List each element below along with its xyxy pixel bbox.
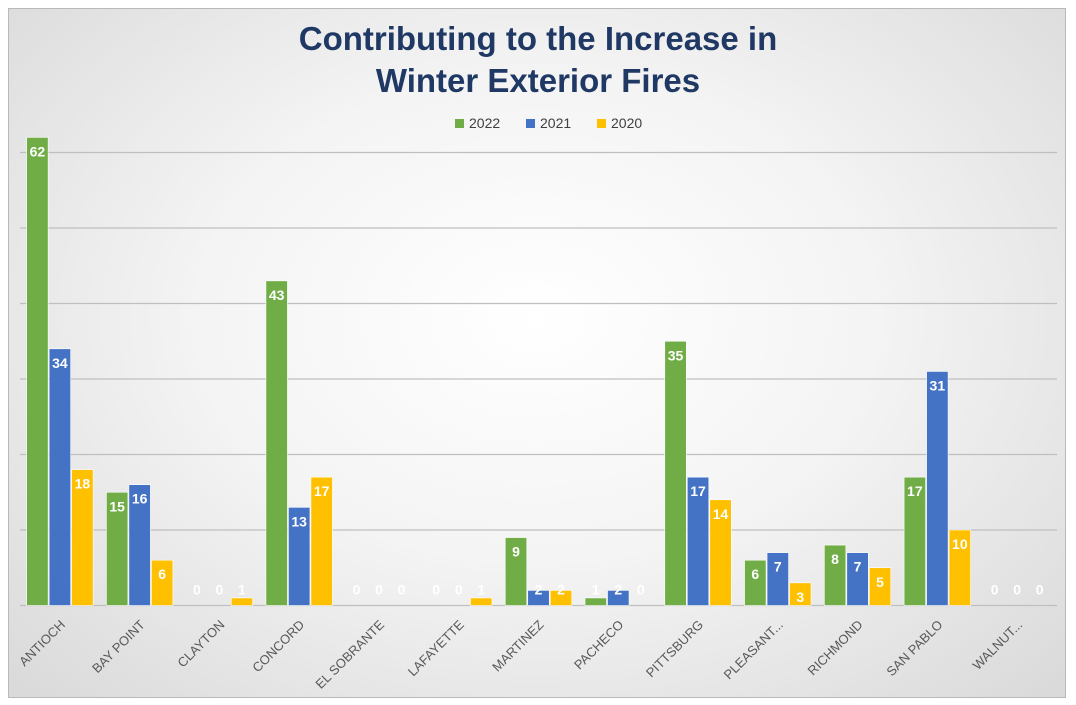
- data-label: 0: [375, 582, 383, 598]
- bar-2021: [686, 476, 710, 606]
- x-tick-label: BAY POINT: [89, 617, 148, 676]
- bar-2021: [527, 590, 550, 606]
- bar-2020: [549, 590, 573, 606]
- x-tick-label: MARTINEZ: [489, 617, 546, 674]
- data-label: 9: [512, 544, 520, 560]
- legend-swatch-2020: [597, 119, 606, 128]
- data-label: 0: [353, 582, 361, 598]
- data-label: 17: [314, 483, 330, 499]
- bar-2022: [504, 537, 528, 606]
- x-tick-label: CONCORD: [249, 617, 307, 675]
- data-label: 2: [557, 582, 565, 598]
- data-label: 17: [690, 483, 706, 499]
- data-label: 7: [854, 559, 862, 575]
- x-tick-label: RICHMOND: [805, 617, 866, 678]
- bar-2022: [824, 544, 847, 606]
- data-label: 0: [1013, 582, 1021, 598]
- data-label: 0: [193, 582, 201, 598]
- data-label: 62: [30, 143, 46, 159]
- data-label: 1: [592, 582, 600, 598]
- data-label: 2: [614, 582, 622, 598]
- data-label: 10: [952, 536, 968, 552]
- data-label: 18: [75, 476, 91, 492]
- data-label: 31: [930, 377, 946, 393]
- x-tick-label: WALNUT...: [970, 617, 1026, 673]
- data-label: 8: [831, 551, 839, 567]
- data-label: 17: [907, 483, 923, 499]
- bar-2020: [470, 597, 493, 606]
- data-label: 2: [535, 582, 543, 598]
- data-label: 6: [751, 566, 759, 582]
- legend-label: 2022: [469, 115, 500, 131]
- bar-2020: [948, 529, 971, 606]
- data-label: 5: [876, 574, 884, 590]
- data-label: 35: [668, 347, 684, 363]
- chart-title-line-1: Contributing to the Increase in: [298, 20, 778, 57]
- data-label: 34: [52, 355, 68, 371]
- data-label: 0: [432, 582, 440, 598]
- data-label: 0: [216, 582, 224, 598]
- bar-2021: [926, 371, 949, 606]
- data-label: 7: [774, 559, 782, 575]
- data-label: 15: [109, 498, 125, 514]
- bar-2022: [664, 340, 687, 606]
- data-label: 0: [1036, 582, 1044, 598]
- data-label: 1: [238, 582, 246, 598]
- bar-2020: [71, 469, 94, 606]
- data-label: 43: [269, 287, 285, 303]
- bar-2020: [230, 597, 253, 606]
- bar-2020: [869, 567, 892, 606]
- data-label: 16: [132, 491, 148, 507]
- x-tick-label: EL SOBRANTE: [312, 617, 387, 692]
- data-label: 6: [158, 566, 166, 582]
- bar-2021: [48, 348, 71, 606]
- x-tick-label: LAFAYETTE: [405, 617, 467, 679]
- data-label: 14: [713, 506, 729, 522]
- bar-2022: [106, 491, 129, 606]
- x-tick-label: CLAYTON: [174, 617, 227, 670]
- data-label: 0: [455, 582, 463, 598]
- bar-2020: [789, 582, 812, 606]
- bar-2021: [288, 507, 311, 606]
- chart-title: Contributing to the Increase in Winter E…: [0, 18, 1076, 102]
- data-label: 0: [398, 582, 406, 598]
- x-tick-label: PLEASANT...: [721, 617, 786, 682]
- legend-label: 2021: [540, 115, 571, 131]
- x-tick-label: SAN PABLO: [883, 617, 945, 679]
- bar-2022: [744, 559, 767, 606]
- legend-swatch-2022: [455, 119, 464, 128]
- bar-2021: [607, 590, 630, 606]
- legend-label: 2020: [611, 115, 642, 131]
- bar-2022: [584, 597, 607, 606]
- bar-2020: [310, 476, 333, 606]
- bar-2022: [265, 280, 288, 606]
- x-tick-label: PITTSBURG: [643, 617, 706, 680]
- bar-2021: [128, 484, 151, 606]
- data-label: 1: [477, 582, 485, 598]
- chart-title-line-2: Winter Exterior Fires: [375, 62, 701, 99]
- bar-2021: [766, 552, 789, 606]
- bar-2020: [709, 499, 732, 606]
- x-tick-label: PACHECO: [571, 617, 626, 672]
- bar-2022: [903, 476, 926, 606]
- data-label: 0: [991, 582, 999, 598]
- bar-2020: [151, 559, 174, 606]
- bar-2021: [846, 552, 869, 606]
- x-tick-label: ANTIOCH: [16, 617, 68, 669]
- bar-2022: [26, 137, 49, 606]
- data-label: 13: [291, 513, 307, 529]
- data-label: 0: [637, 582, 645, 598]
- legend-swatch-2021: [526, 119, 535, 128]
- data-label: 3: [796, 589, 804, 605]
